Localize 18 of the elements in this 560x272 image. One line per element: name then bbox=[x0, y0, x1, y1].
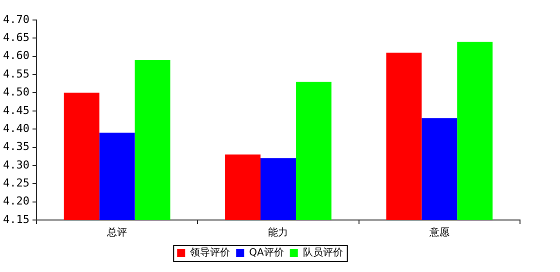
x-tick-label: 能力 bbox=[268, 226, 288, 239]
y-tick-label: 4.25 bbox=[2, 176, 30, 190]
legend-label: 领导评价 bbox=[190, 246, 230, 259]
y-tick-label: 4.15 bbox=[2, 212, 30, 226]
y-tick-label: 4.30 bbox=[2, 158, 30, 172]
legend-label: 队员评价 bbox=[302, 246, 343, 259]
y-tick-label: 4.55 bbox=[2, 67, 30, 80]
x-tick-label: 意愿 bbox=[428, 226, 450, 239]
x-tick-label: 总评 bbox=[106, 226, 128, 239]
y-tick-label: 4.50 bbox=[2, 86, 30, 99]
y-tick-label: 4.35 bbox=[2, 140, 30, 154]
legend-label: QA评价 bbox=[249, 246, 284, 259]
y-tick-label: 4.20 bbox=[2, 194, 30, 208]
y-tick-label: 4.45 bbox=[2, 104, 30, 117]
y-tick-label: 4.40 bbox=[2, 122, 30, 135]
y-tick-label: 4.65 bbox=[2, 31, 30, 44]
y-tick-label: 4.70 bbox=[2, 12, 30, 26]
y-tick-label: 4.60 bbox=[2, 49, 30, 62]
